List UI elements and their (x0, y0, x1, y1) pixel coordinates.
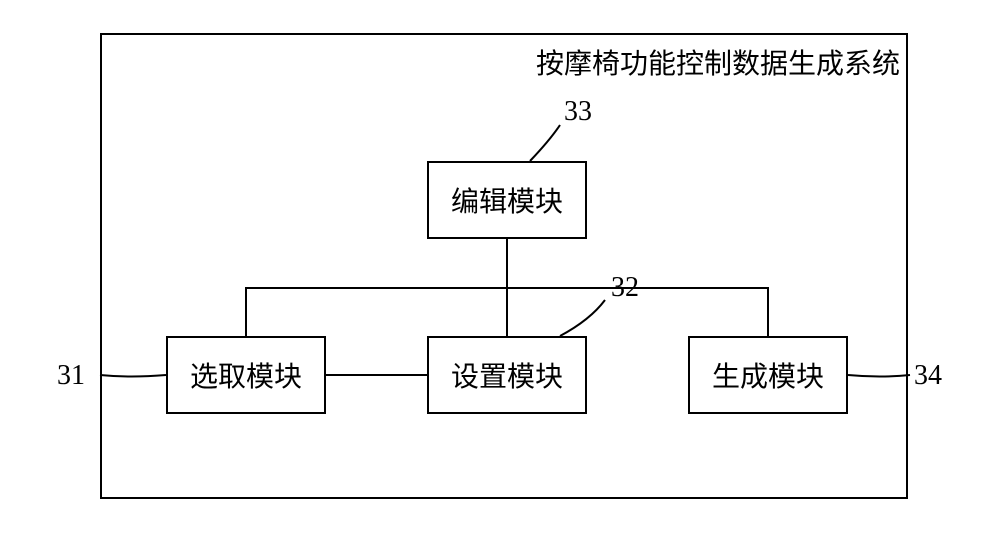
ref-label-33: 33 (564, 96, 592, 128)
ref-label-32: 32 (611, 272, 639, 304)
ref-label-34: 34 (914, 360, 942, 392)
ref-label-31: 31 (57, 360, 85, 392)
lead-line-34 (0, 0, 1000, 544)
